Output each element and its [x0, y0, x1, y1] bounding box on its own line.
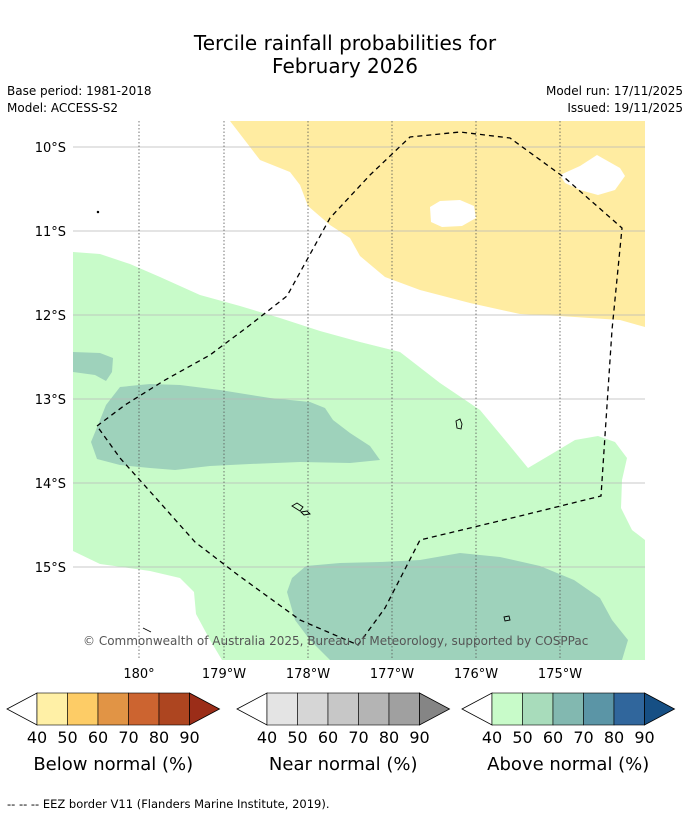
colorbar-tick-label: 50: [512, 728, 532, 747]
issued-date: Issued: 19/11/2025: [567, 101, 683, 115]
colorbar-tick-label: 70: [348, 728, 368, 747]
colorbar-extend-high: [644, 692, 676, 726]
base-period: Base period: 1981-2018: [7, 84, 152, 98]
no-signal-patch: [73, 551, 222, 660]
colorbar-tick-label: 60: [88, 728, 108, 747]
colorbar-tick-label: 40: [482, 728, 502, 747]
map-figure: © Commonwealth of Australia 2025, Bureau…: [6, 121, 676, 775]
lat-label: 15°S: [35, 561, 66, 576]
colorbar-extend-low: [461, 692, 493, 726]
above-normal-50-region: [287, 553, 628, 660]
island-outline: [291, 502, 304, 512]
map-title-line1: Tercile rainfall probabilities for: [193, 31, 497, 55]
island-outline: [300, 510, 311, 516]
colorbar-tick-label: 80: [149, 728, 169, 747]
island-outline: [142, 627, 152, 633]
island-outline: [503, 615, 511, 622]
colorbar-segment: [158, 692, 190, 726]
colorbar-legends: 40 50 60 70 80 90 Below normal (%) 40 50 60 70 80 90…: [6, 692, 676, 775]
colorbar-segment: [491, 692, 523, 726]
colorbar-tick-label: 60: [318, 728, 338, 747]
colorbar-tick-label: 40: [27, 728, 47, 747]
lat-label: 12°S: [35, 309, 66, 324]
colorbar-tick-label: 90: [409, 728, 429, 747]
lat-label: 10°S: [35, 141, 66, 156]
colorbar-segment: [128, 692, 160, 726]
colorbar-tick-label: 40: [257, 728, 277, 747]
lat-label: 11°S: [35, 225, 66, 240]
colorbar-segment: [297, 692, 329, 726]
colorbar-tick-label: 50: [57, 728, 77, 747]
colorbar: 40 50 60 70 80 90 Below normal (%): [6, 692, 221, 775]
colorbar-segment: [36, 692, 68, 726]
colorbar: 40 50 60 70 80 90 Near normal (%): [236, 692, 451, 775]
no-signal-patch: [430, 200, 476, 227]
coastlines: [96, 210, 511, 633]
lon-label: 180°: [123, 667, 154, 682]
colorbar-tick-label: 70: [573, 728, 593, 747]
colorbar-segment: [327, 692, 359, 726]
colorbar: 40 50 60 70 80 90 Above normal (%): [461, 692, 676, 775]
colorbar-extend-high: [189, 692, 221, 726]
longitude-labels: 180° 179°W 178°W 177°W 176°W 175°W: [123, 667, 582, 682]
colorbar-title: Near normal (%): [269, 754, 418, 775]
colorbar-tick-label: 80: [379, 728, 399, 747]
island-dot: [96, 210, 100, 214]
island-outline: [455, 418, 463, 430]
colorbar-title: Above normal (%): [487, 754, 649, 775]
colorbar-segment: [613, 692, 645, 726]
lon-label: 175°W: [538, 667, 582, 682]
colorbar-tick-label: 60: [543, 728, 563, 747]
colorbar-segment: [266, 692, 298, 726]
lon-label: 179°W: [202, 667, 246, 682]
colorbar-tick-label: 90: [634, 728, 654, 747]
colorbar-extend-low: [6, 692, 38, 726]
eez-border-line: [96, 131, 623, 646]
colorbar-segment: [388, 692, 420, 726]
colorbar-tick-label: 90: [179, 728, 199, 747]
colorbar-segment: [583, 692, 615, 726]
map-title-line2: February 2026: [272, 54, 418, 78]
colorbar-segment: [97, 692, 129, 726]
longitude-gridlines: [138, 121, 561, 660]
colorbar-segment: [358, 692, 390, 726]
lon-label: 177°W: [370, 667, 414, 682]
lat-label: 13°S: [35, 393, 66, 408]
lon-label: 178°W: [286, 667, 330, 682]
colorbar-segment: [67, 692, 99, 726]
map-plot-area: © Commonwealth of Australia 2025, Bureau…: [73, 121, 645, 660]
model-run-date: Model run: 17/11/2025: [545, 84, 683, 98]
colorbar-tick-label: 80: [604, 728, 624, 747]
colorbar-title: Below normal (%): [33, 754, 193, 775]
colorbar-segment: [552, 692, 584, 726]
lon-label: 176°W: [454, 667, 498, 682]
model-name: Model: ACCESS-S2: [7, 101, 119, 115]
latitude-gridlines: [73, 146, 645, 568]
colorbar-extend-high: [419, 692, 451, 726]
colorbar-segment: [522, 692, 554, 726]
colorbar-tick-label: 70: [118, 728, 138, 747]
latitude-labels: 10°S 11°S 12°S 13°S 14°S 15°S: [35, 141, 66, 576]
eez-legend-note: -- -- -- EEZ border V11 (Flanders Marine…: [7, 797, 330, 811]
copyright-notice: © Commonwealth of Australia 2025, Bureau…: [83, 634, 588, 648]
colorbar-tick-label: 50: [287, 728, 307, 747]
no-signal-patch: [560, 155, 625, 195]
colorbar-extend-low: [236, 692, 268, 726]
above-normal-50-region: [73, 352, 113, 381]
lat-label: 14°S: [35, 477, 66, 492]
